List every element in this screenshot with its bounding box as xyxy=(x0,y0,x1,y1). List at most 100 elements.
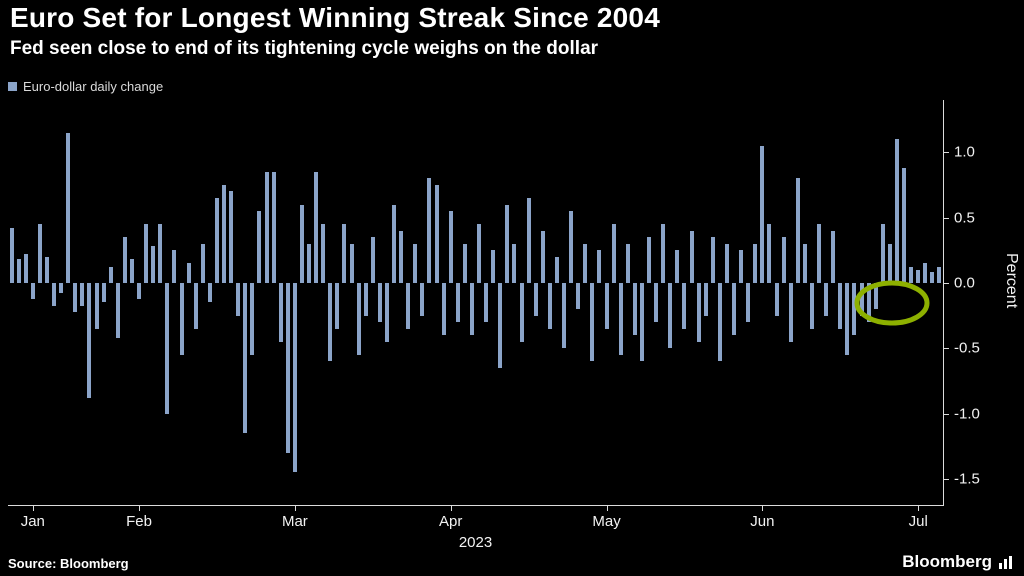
y-tick xyxy=(943,413,949,415)
bar xyxy=(909,267,914,283)
bar xyxy=(370,237,375,283)
bar xyxy=(243,282,248,434)
bar xyxy=(122,237,127,283)
bar xyxy=(158,224,163,283)
bar xyxy=(229,191,234,283)
bar xyxy=(16,259,21,283)
highlight-ellipse xyxy=(854,280,930,326)
bar xyxy=(115,282,120,338)
bar xyxy=(165,282,170,414)
bar xyxy=(214,197,219,283)
x-tick xyxy=(606,505,608,511)
bar xyxy=(554,256,559,283)
bar xyxy=(87,282,92,398)
bar xyxy=(321,224,326,283)
bar xyxy=(94,282,99,329)
bar xyxy=(349,243,354,283)
bar xyxy=(207,282,212,303)
bar xyxy=(448,211,453,283)
bar xyxy=(413,243,418,283)
bar xyxy=(512,243,517,283)
chart-title: Euro Set for Longest Winning Streak Sinc… xyxy=(10,2,660,33)
bar xyxy=(710,237,715,283)
y-tick-label: 0.5 xyxy=(954,209,975,227)
bar xyxy=(151,246,156,283)
bar xyxy=(356,282,361,355)
bar xyxy=(802,243,807,283)
bar xyxy=(781,237,786,283)
bar xyxy=(654,282,659,323)
bar xyxy=(760,145,765,283)
bar xyxy=(562,282,567,349)
bar xyxy=(632,282,637,336)
y-tick-label: -1.0 xyxy=(954,405,980,423)
bar xyxy=(271,171,276,283)
x-tick-label: Jun xyxy=(750,513,775,530)
bar xyxy=(399,230,404,283)
bar xyxy=(717,282,722,362)
bar xyxy=(597,250,602,283)
bar xyxy=(703,282,708,316)
y-tick xyxy=(943,478,949,480)
bar xyxy=(299,204,304,283)
bar xyxy=(44,256,49,283)
bar xyxy=(753,243,758,283)
bar xyxy=(285,282,290,453)
y-tick-label: 0.0 xyxy=(954,274,975,292)
y-tick xyxy=(943,217,949,219)
bar xyxy=(682,282,687,329)
bar xyxy=(838,282,843,329)
bar xyxy=(547,282,552,329)
y-tick-label: -1.5 xyxy=(954,470,980,488)
bar xyxy=(887,243,892,283)
source-text: Source: Bloomberg xyxy=(8,556,129,571)
bar xyxy=(505,204,510,283)
bar xyxy=(689,230,694,283)
bar xyxy=(441,282,446,336)
bar xyxy=(540,230,545,283)
bar xyxy=(342,224,347,283)
bar xyxy=(604,282,609,329)
plot-area: 2023 1.0 0.5 0.0 -0.5 -1.0 -1.5 Jan Feb Mar Apr Ma… xyxy=(8,100,980,551)
x-tick-label: Apr xyxy=(439,513,463,530)
bar xyxy=(930,272,935,283)
bar xyxy=(526,197,531,283)
bar xyxy=(576,282,581,310)
bar xyxy=(668,282,673,349)
bar xyxy=(129,259,134,283)
bar xyxy=(52,282,57,307)
legend: Euro-dollar daily change xyxy=(8,79,163,94)
bar xyxy=(746,282,751,323)
bar xyxy=(455,282,460,323)
y-tick-label: -0.5 xyxy=(954,339,980,357)
bar xyxy=(809,282,814,329)
bar xyxy=(937,267,942,283)
bar xyxy=(696,282,701,342)
bar xyxy=(179,282,184,355)
bar xyxy=(923,263,928,283)
x-tick xyxy=(139,505,141,511)
bar xyxy=(335,282,340,329)
x-tick xyxy=(450,505,452,511)
bar xyxy=(59,282,64,294)
bar xyxy=(462,243,467,283)
bar xyxy=(902,167,907,283)
bar xyxy=(384,282,389,342)
bar xyxy=(533,282,538,316)
bar xyxy=(144,224,149,283)
bar xyxy=(101,282,106,303)
bar xyxy=(491,250,496,283)
bar xyxy=(200,243,205,283)
bar xyxy=(647,237,652,283)
x-tick-label: May xyxy=(592,513,621,530)
bar xyxy=(193,282,198,329)
bar xyxy=(639,282,644,362)
legend-swatch xyxy=(8,82,17,91)
chart-subtitle: Fed seen close to end of its tightening … xyxy=(10,38,599,59)
x-tick-label: Mar xyxy=(281,513,308,530)
bar xyxy=(724,243,729,283)
x-tick xyxy=(762,505,764,511)
bar xyxy=(250,282,255,355)
bar xyxy=(859,282,864,316)
bar xyxy=(916,269,921,283)
